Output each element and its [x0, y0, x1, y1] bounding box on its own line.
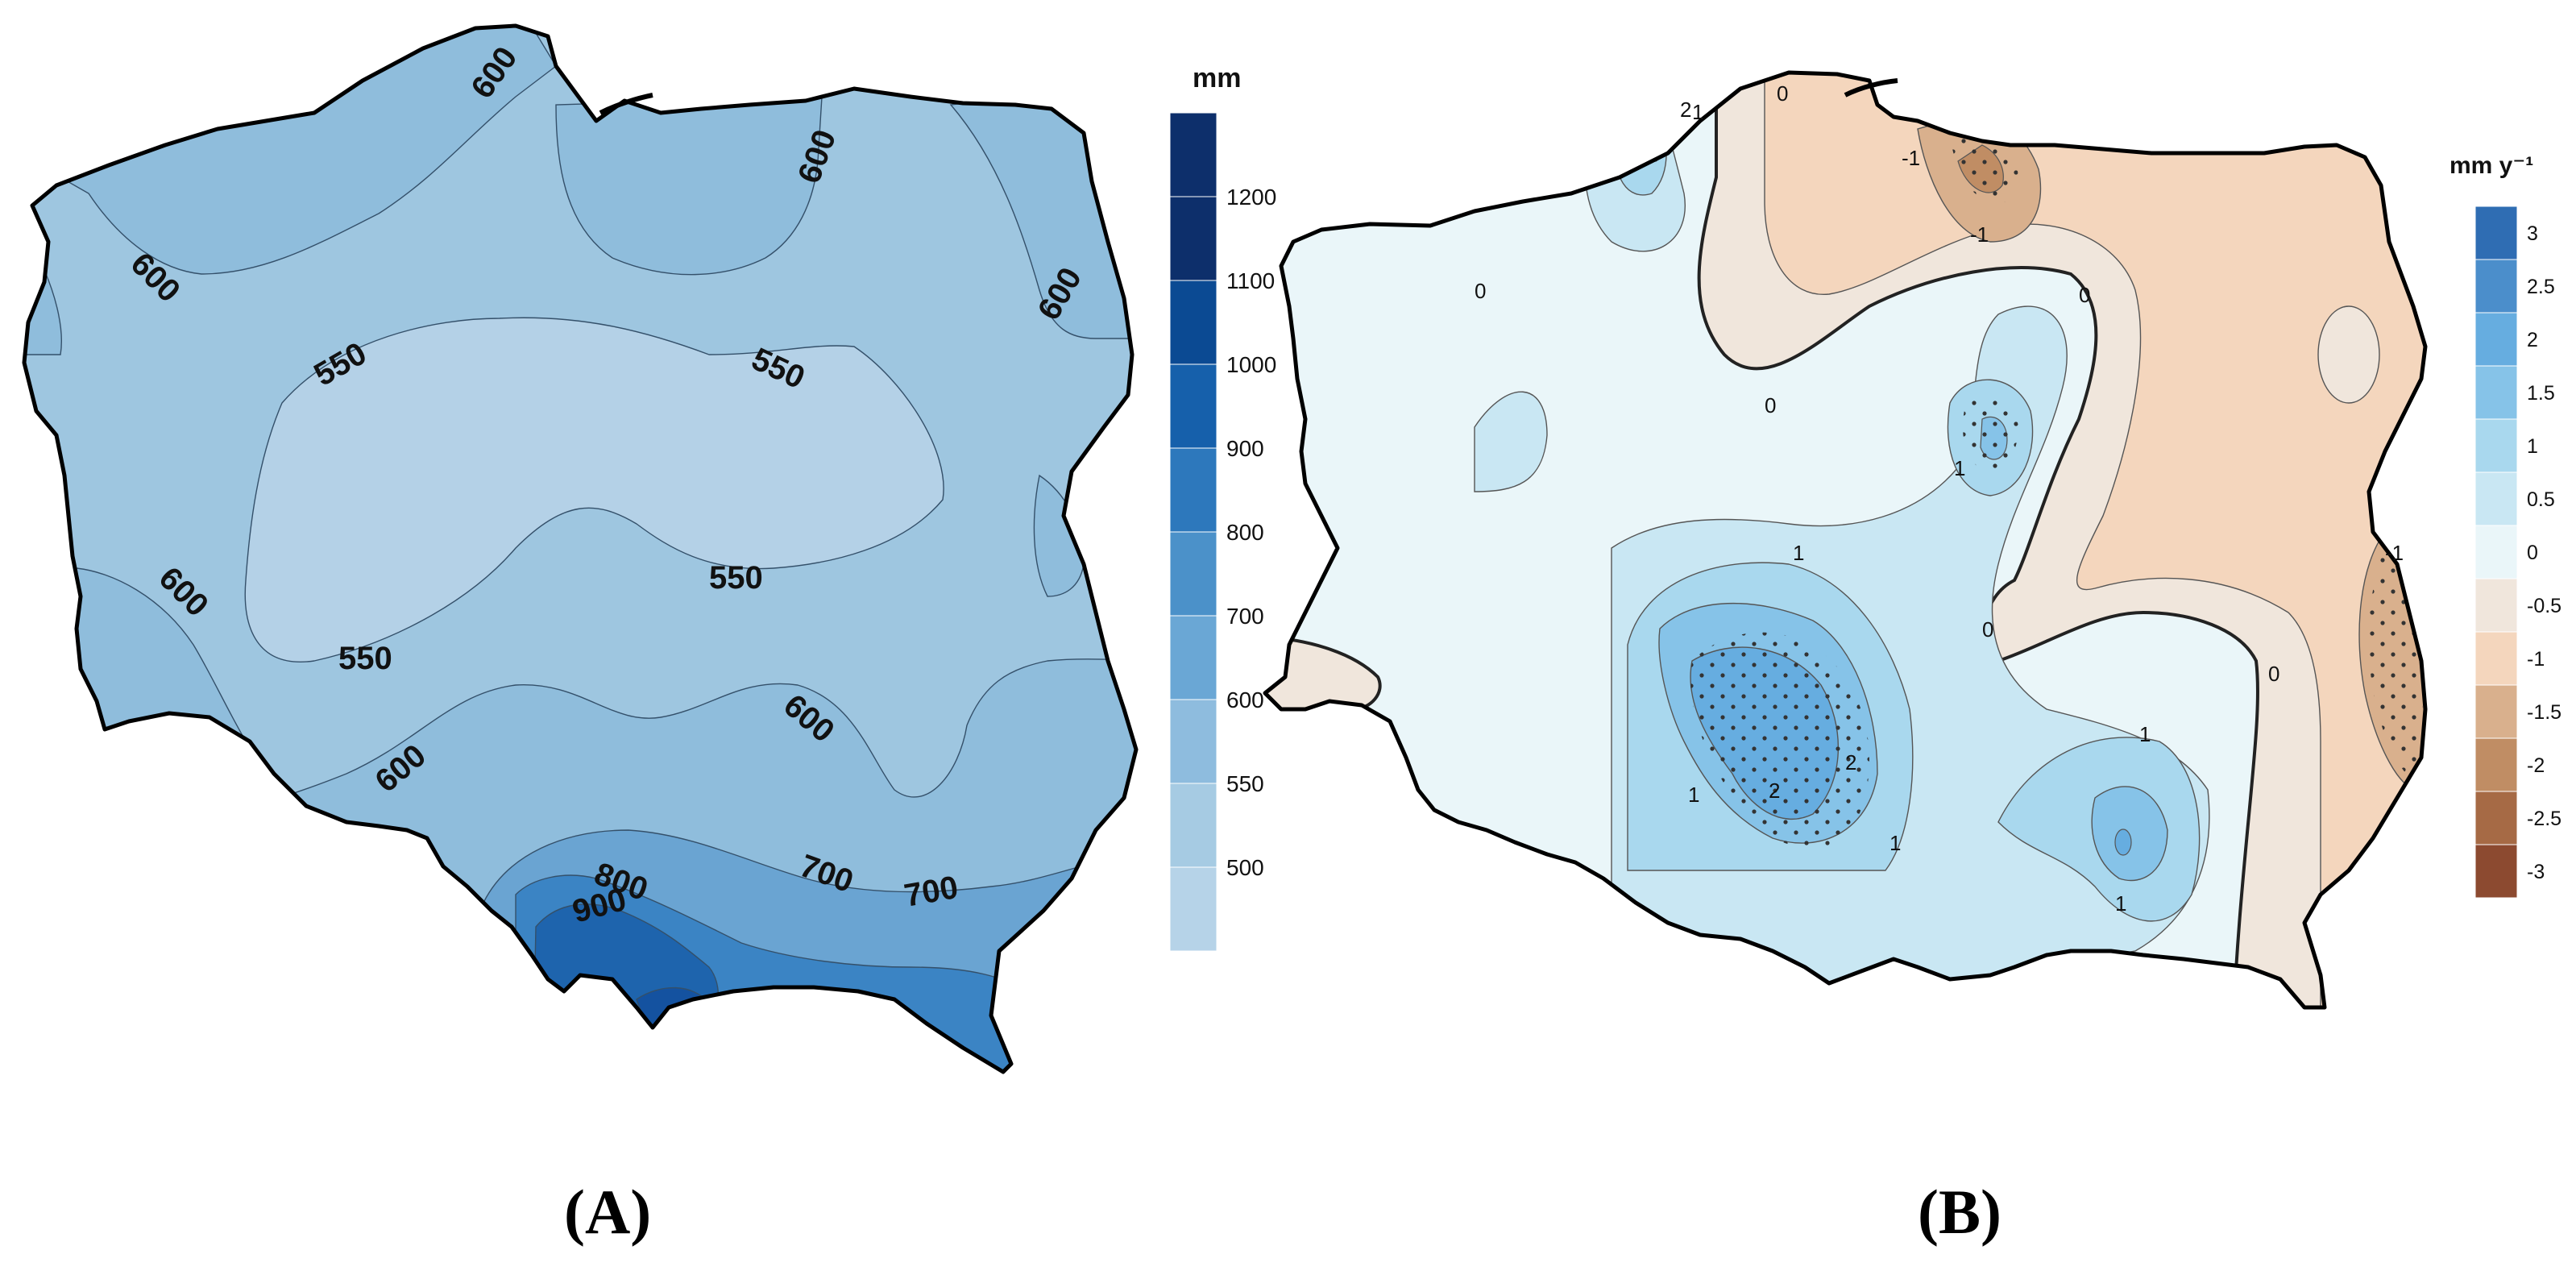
panel-b-zone-pos-north-2: [1643, 95, 1670, 162]
legend-swatch: [2474, 844, 2518, 899]
panel-a-hel-peninsula: [599, 93, 653, 115]
legend-tick-label: 600: [1226, 687, 1264, 712]
legend-tick-label: 0: [2527, 542, 2538, 564]
contour-label: 0: [1765, 393, 1776, 417]
legend-swatch: [2474, 206, 2518, 260]
contour-label: 0: [1475, 279, 1486, 303]
contour-label: 0: [1982, 617, 1993, 642]
contour-label: 1: [1889, 831, 1901, 855]
contour-label: 2: [1680, 98, 1691, 122]
legend-swatch: [1169, 363, 1217, 449]
panel-b-hel-peninsula: [1844, 78, 1898, 98]
legend-swatch: [2474, 365, 2518, 420]
legend-swatch: [1169, 615, 1217, 700]
contour-label: 0: [2079, 283, 2090, 307]
contour-label: -1: [1902, 146, 1920, 170]
panel-b-zone-pos-southeast-core: [2114, 829, 2132, 856]
legend-tick-label: 2.5: [2527, 276, 2555, 298]
contour-label: 550: [709, 560, 763, 596]
legend-swatch: [2474, 418, 2518, 473]
legend-swatch: [2474, 737, 2518, 792]
contour-label: 0: [1777, 81, 1788, 106]
legend-swatch: [1169, 783, 1217, 868]
legend-tick-label: 800: [1226, 520, 1264, 545]
legend-tick-label: 0.5: [2527, 488, 2555, 511]
legend-swatch: [2474, 791, 2518, 845]
legend-tick-label: 2: [2527, 329, 2538, 351]
panel-b-map: 0 0 0 0 0 0 -1 -1 -1 1 1 1 1 1 1 1 2 2 2…: [1263, 70, 2561, 1247]
legend-swatch: [1169, 196, 1217, 281]
panel-b-legend: mm y⁻¹ 3 2.5 2 1.5 1 0.5 0 -0.5 -1 -1.5 -2 -2.5 -3: [2449, 152, 2561, 899]
legend-unit-label: mm y⁻¹: [2449, 152, 2533, 179]
panel-a-zone-600-northeast: [555, 96, 823, 276]
panel-a-label: (A): [564, 1177, 651, 1247]
legend-tick-label: 1000: [1226, 352, 1276, 377]
legend-swatch: [2474, 312, 2518, 367]
contour-label: -1: [1970, 222, 1989, 247]
panel-b-significance-southwest: [1690, 632, 1869, 848]
contour-label: 1: [1692, 100, 1703, 124]
legend-ticks: 1200 1100 1000 900 800 700 600 550 500: [1226, 185, 1276, 880]
panel-a-legend: mm 1200 1100 1000 900 800 700 600 550 500: [1169, 63, 1276, 952]
contour-label: 1: [1954, 456, 1965, 480]
legend-tick-label: -1.5: [2527, 701, 2561, 724]
contour-label: 1: [1793, 541, 1804, 565]
contour-label: 550: [338, 641, 392, 676]
legend-swatch: [1169, 866, 1217, 952]
legend-swatch: [1169, 112, 1217, 197]
panel-b-zone-pos-west: [1474, 391, 1548, 492]
contour-label: 1: [2115, 891, 2126, 916]
legend-tick-label: 1200: [1226, 185, 1276, 210]
panel-b-label: (B): [1918, 1177, 2001, 1247]
legend-swatch: [1169, 447, 1217, 533]
legend-tick-label: -3: [2527, 861, 2545, 883]
legend-swatch: [2474, 631, 2518, 686]
legend-tick-label: 700: [1226, 604, 1264, 629]
legend-tick-label: -2: [2527, 754, 2545, 777]
legend-tick-label: -1: [2527, 648, 2545, 671]
panel-b-contour-labels: 0 0 0 0 0 0 -1 -1 -1 1 1 1 1 1 1 1 2 2 2: [1475, 81, 2404, 916]
legend-swatches: [2474, 206, 2518, 899]
panel-b-zone-minus-0-5-isle: [2317, 305, 2380, 404]
contour-label: 1: [1688, 783, 1699, 807]
contour-label: 2: [1845, 750, 1856, 775]
legend-ticks: 3 2.5 2 1.5 1 0.5 0 -0.5 -1 -1.5 -2 -2.5 -3: [2527, 222, 2561, 883]
panel-b-zone-pos-southeast-1-5: [2091, 786, 2168, 882]
legend-swatches: [1169, 112, 1217, 952]
panel-a-country-outline: [22, 23, 1139, 1074]
contour-label: 0: [2268, 662, 2279, 686]
contour-label: -1: [2385, 541, 2404, 565]
panel-b-significance-central: [1962, 395, 2018, 470]
legend-tick-label: 500: [1226, 855, 1264, 880]
contour-label: 1: [2139, 722, 2151, 746]
panel-b-significance-north: [1950, 137, 2018, 203]
legend-swatch: [1169, 699, 1217, 784]
legend-tick-label: 1100: [1226, 268, 1275, 293]
panel-b-country-outline: [1263, 70, 2428, 1010]
legend-tick-label: 550: [1226, 771, 1264, 796]
legend-swatch: [2474, 525, 2518, 579]
legend-tick-label: 3: [2527, 222, 2538, 245]
legend-tick-label: 1.5: [2527, 382, 2555, 405]
legend-swatch: [2474, 578, 2518, 633]
panel-a-zone-600-southeast: [1033, 474, 1085, 597]
legend-swatch: [2474, 471, 2518, 526]
legend-swatch: [1169, 531, 1217, 617]
panel-b-zone-minus-0-5: [1764, 73, 2425, 1007]
legend-swatch: [1169, 280, 1217, 365]
legend-tick-label: 900: [1226, 436, 1264, 461]
legend-tick-label: -2.5: [2527, 808, 2561, 830]
panel-a-zone-1000: [636, 986, 718, 1065]
legend-swatch: [2474, 684, 2518, 739]
panel-a-map: 600 600 600 600 600 600 600 550 550 550 …: [22, 23, 1276, 1247]
panel-a-zone-below-550: [244, 317, 944, 662]
legend-tick-label: -0.5: [2527, 595, 2561, 617]
legend-unit-label: mm: [1193, 63, 1241, 93]
legend-tick-label: 1: [2527, 435, 2538, 458]
legend-swatch: [2474, 259, 2518, 314]
contour-label: 2: [1769, 779, 1780, 803]
